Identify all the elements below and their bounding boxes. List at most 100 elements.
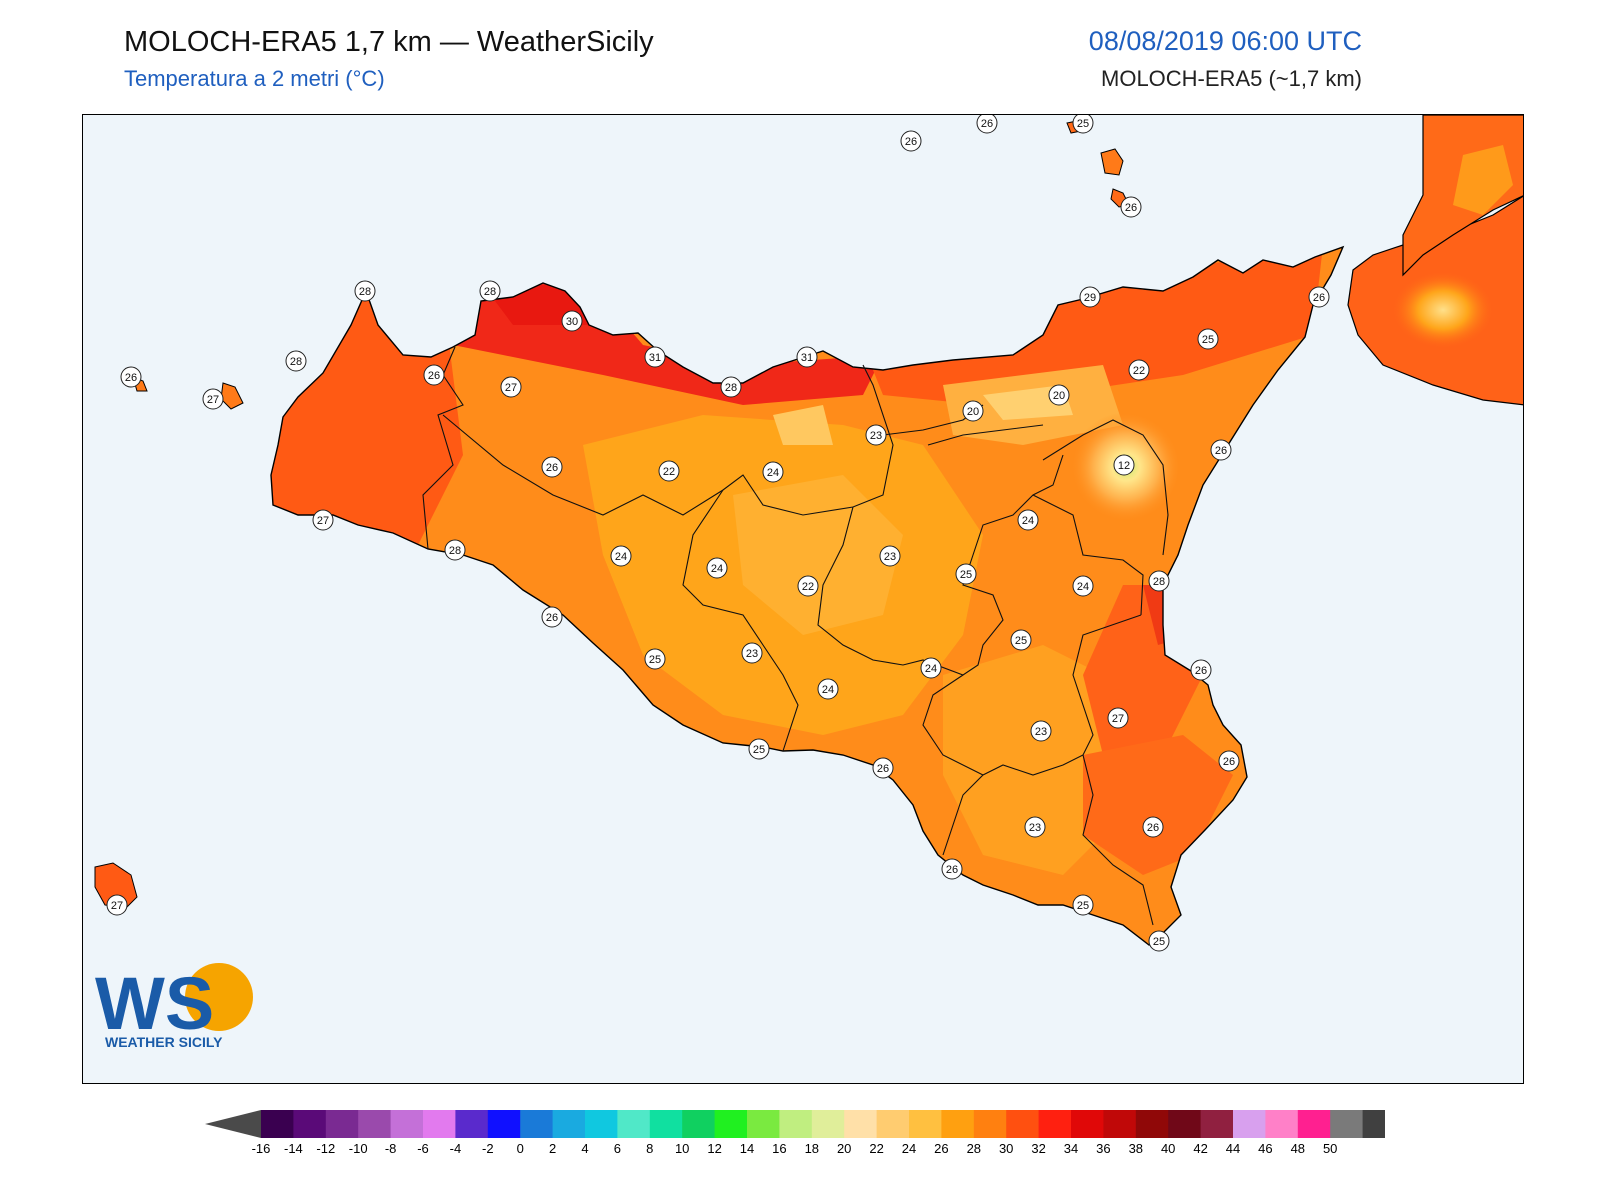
temperature-marker: 28 xyxy=(479,280,501,302)
temperature-value: 26 xyxy=(877,763,889,775)
temperature-value: 26 xyxy=(946,864,958,876)
colorbar-segment xyxy=(455,1110,489,1138)
temperature-marker: 24 xyxy=(610,545,632,567)
temperature-value: 23 xyxy=(884,551,896,563)
egadi-islands xyxy=(132,376,244,410)
temperature-marker: 23 xyxy=(1030,720,1052,742)
colorbar-segment xyxy=(1168,1110,1202,1138)
temperature-value: 26 xyxy=(1195,665,1207,677)
temperature-marker: 28 xyxy=(444,539,466,561)
colorbar-tick-label: 14 xyxy=(740,1141,754,1156)
colorbar-tick-label: -8 xyxy=(385,1141,397,1156)
temperature-value: 26 xyxy=(905,136,917,148)
colorbar-tick-label: -2 xyxy=(482,1141,494,1156)
colorbar-tick-label: 34 xyxy=(1064,1141,1078,1156)
colorbar-segment xyxy=(1071,1110,1104,1138)
temperature-value: 26 xyxy=(981,118,993,130)
temperature-value: 24 xyxy=(1022,515,1034,527)
temperature-value: 25 xyxy=(960,569,972,581)
colorbar-segment xyxy=(585,1110,618,1138)
weathersicily-logo: WS WEATHER SICILY xyxy=(95,962,253,1050)
colorbar-tick-label: 18 xyxy=(805,1141,819,1156)
colorbar-tick-label: -12 xyxy=(316,1141,335,1156)
temperature-value: 25 xyxy=(1077,118,1089,130)
temperature-value: 26 xyxy=(125,372,137,384)
temperature-value: 25 xyxy=(1015,635,1027,647)
calabria-land xyxy=(1347,115,1523,406)
temperature-value: 29 xyxy=(1084,292,1096,304)
colorbar-segment xyxy=(423,1110,456,1138)
temperature-value: 24 xyxy=(615,551,627,563)
temperature-value: 25 xyxy=(1153,936,1165,948)
temperature-value: 25 xyxy=(1202,334,1214,346)
temperature-value: 26 xyxy=(1223,756,1235,768)
colorbar-tick-label: 36 xyxy=(1096,1141,1110,1156)
colorbar-segment xyxy=(325,1110,359,1138)
colorbar-tick-label: 48 xyxy=(1291,1141,1305,1156)
temperature-marker: 25 xyxy=(644,648,666,670)
colorbar-tick-label: 6 xyxy=(614,1141,621,1156)
colorbar-segment xyxy=(1265,1110,1299,1138)
temperature-value: 24 xyxy=(767,467,779,479)
temperature-value: 22 xyxy=(663,466,675,478)
temperature-marker: 22 xyxy=(1128,359,1150,381)
colorbar-segment xyxy=(747,1110,780,1138)
colorbar-tick-label: 50 xyxy=(1323,1141,1337,1156)
temperature-marker: 28 xyxy=(1148,570,1170,592)
chart-title: MOLOCH-ERA5 1,7 km — WeatherSicily xyxy=(124,26,654,58)
temperature-marker: 26 xyxy=(976,115,998,134)
colorbar-tick-label: 44 xyxy=(1226,1141,1240,1156)
colorbar-segment xyxy=(1135,1110,1169,1138)
temperature-value: 12 xyxy=(1118,460,1130,472)
colorbar-segment xyxy=(714,1110,748,1138)
colorbar-tick-label: 42 xyxy=(1193,1141,1207,1156)
temperature-value: 22 xyxy=(1133,365,1145,377)
temperature-value: 23 xyxy=(1029,822,1041,834)
temperature-marker: 20 xyxy=(1048,384,1070,406)
map-svg: 26 26 25 26 28 28 30 31 31 29 26 26 27 28 26 27 28 25 22 20… xyxy=(94,115,1523,1050)
temperature-marker: 22 xyxy=(797,575,819,597)
colorbar-tick-label: 20 xyxy=(837,1141,851,1156)
colorbar-tick-label: 26 xyxy=(934,1141,948,1156)
colorbar-tick-label: 0 xyxy=(517,1141,524,1156)
temperature-marker: 28 xyxy=(720,376,742,398)
temperature-value: 26 xyxy=(428,370,440,382)
temperature-marker: 31 xyxy=(796,346,818,368)
temperature-marker: 26 xyxy=(541,456,563,478)
colorbar-min-arrow xyxy=(205,1110,261,1138)
temperature-marker: 24 xyxy=(1072,575,1094,597)
aeolian-islands xyxy=(1066,120,1130,208)
temperature-marker: 26 xyxy=(1210,439,1232,461)
colorbar-tick-label: 28 xyxy=(967,1141,981,1156)
colorbar-segment xyxy=(844,1110,878,1138)
colorbar-segment xyxy=(1038,1110,1072,1138)
colorbar-tick-label: 46 xyxy=(1258,1141,1272,1156)
colorbar-segment xyxy=(1362,1110,1385,1138)
colorbar-segment xyxy=(293,1110,327,1138)
temperature-marker: 27 xyxy=(312,509,334,531)
temperature-marker: 26 xyxy=(941,858,963,880)
colorbar-segment xyxy=(1006,1110,1040,1138)
colorbar-tick-label: 32 xyxy=(1031,1141,1045,1156)
temperature-value: 26 xyxy=(1313,292,1325,304)
temperature-value: 26 xyxy=(1215,445,1227,457)
temperature-marker: 24 xyxy=(706,557,728,579)
temperature-value: 27 xyxy=(317,515,329,527)
temperature-marker: 24 xyxy=(920,657,942,679)
temperature-value: 24 xyxy=(925,663,937,675)
temperature-value: 23 xyxy=(1035,726,1047,738)
temperature-value: 31 xyxy=(801,352,813,364)
temperature-marker: 25 xyxy=(1148,930,1170,952)
colorbar-tick-label: -4 xyxy=(450,1141,462,1156)
temperature-value: 25 xyxy=(1077,900,1089,912)
temperature-marker: 26 xyxy=(1190,659,1212,681)
temperature-marker: 24 xyxy=(762,461,784,483)
colorbar-segment xyxy=(1200,1110,1234,1138)
temperature-marker: 26 xyxy=(900,130,922,152)
temperature-marker: 25 xyxy=(748,738,770,760)
colorbar-segment xyxy=(358,1110,392,1138)
temperature-value: 20 xyxy=(1053,390,1065,402)
colorbar-segment xyxy=(811,1110,845,1138)
colorbar-tick-label: -14 xyxy=(284,1141,303,1156)
temperature-value: 28 xyxy=(359,286,371,298)
